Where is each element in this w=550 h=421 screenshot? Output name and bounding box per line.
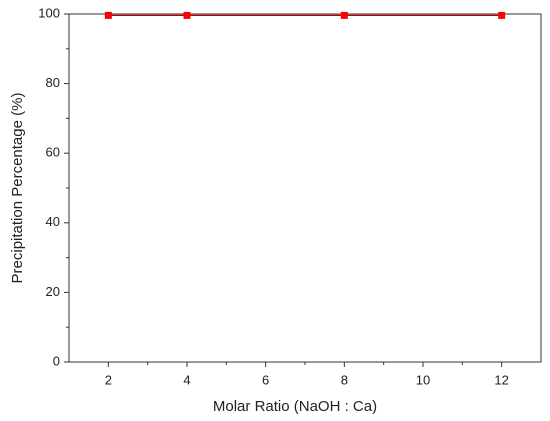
data-marker (498, 11, 506, 19)
y-tick-label: 40 (46, 214, 60, 229)
x-tick-label: 10 (416, 372, 430, 387)
data-marker (183, 11, 191, 19)
y-tick-label: 80 (46, 75, 60, 90)
x-tick-label: 8 (341, 372, 348, 387)
y-tick-label: 100 (38, 5, 60, 20)
x-tick-label: 2 (105, 372, 112, 387)
x-tick-label: 12 (494, 372, 508, 387)
data-marker (104, 11, 112, 19)
x-axis-title: Molar Ratio (NaOH : Ca) (213, 398, 377, 415)
y-tick-label: 60 (46, 145, 60, 160)
plot-frame (68, 13, 542, 363)
y-axis-title: Precipitation Percentage (%) (9, 93, 26, 284)
x-tick-label: 6 (262, 372, 269, 387)
x-tick-label: 4 (183, 372, 190, 387)
y-tick-label: 0 (53, 353, 60, 368)
y-tick-label: 20 (46, 284, 60, 299)
data-marker (340, 11, 348, 19)
